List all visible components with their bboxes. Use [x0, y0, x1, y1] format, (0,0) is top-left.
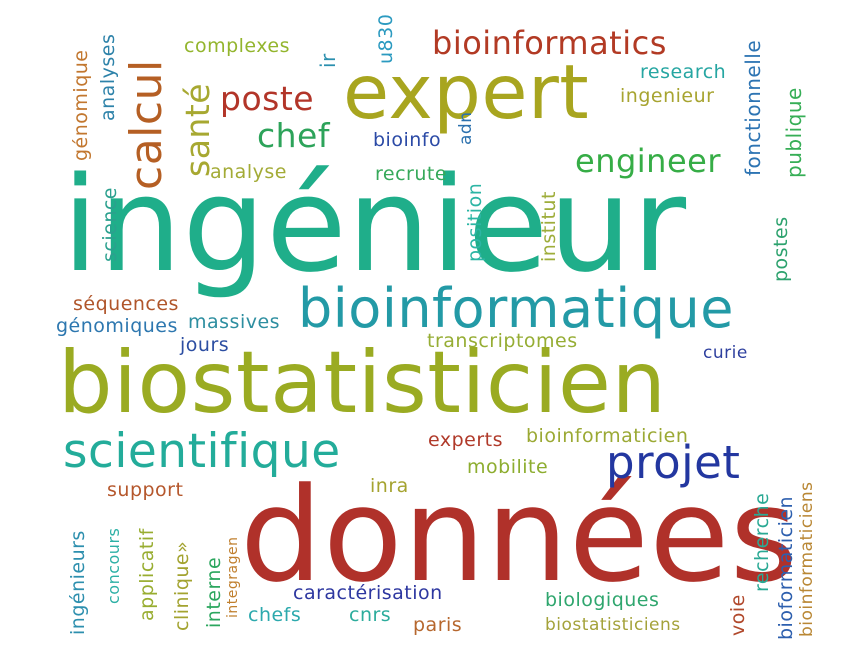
word-applicatif: applicatif: [136, 528, 158, 621]
word-support: support: [107, 479, 184, 501]
word-science: science: [99, 187, 121, 262]
word-massives: massives: [188, 311, 281, 333]
word-genomiques: génomiques: [56, 315, 178, 337]
word-expert: expert: [343, 48, 590, 136]
word-complexes: complexes: [184, 35, 291, 57]
word-mobilite: mobilite: [467, 456, 549, 478]
word-adn: adn: [456, 111, 476, 145]
word-publique: publique: [782, 87, 806, 178]
word-cnrs: cnrs: [349, 604, 392, 626]
word-position: position: [464, 182, 486, 262]
word-integragen: integragen: [225, 536, 241, 618]
word-bioformaticien: bioformaticien: [775, 495, 797, 640]
word-biostatisticien: biostatisticien: [58, 333, 667, 433]
word-fonctionnelle: fonctionnelle: [741, 39, 765, 176]
word-scientifique: scientifique: [63, 424, 341, 479]
word-bioinformaticiens: bioinformaticiens: [797, 481, 817, 637]
word-analyses: analyses: [97, 33, 119, 121]
word-biologiques: biologiques: [545, 589, 660, 611]
word-bioinformatique: bioinformatique: [298, 277, 734, 340]
word-clinique: clinique»: [171, 540, 193, 631]
word-u830: u830: [375, 13, 397, 64]
word-voie: voie: [727, 594, 749, 636]
word-sequences: séquences: [73, 293, 179, 315]
word-research: research: [640, 61, 727, 83]
word-chefs: chefs: [248, 604, 302, 626]
word-ir: ir: [316, 53, 340, 68]
word-institut: institut: [538, 191, 560, 262]
word-ingenieurs: ingénieurs: [67, 530, 89, 635]
word-caracterisation: caractérisation: [293, 582, 443, 604]
word-recherche: recherche: [751, 492, 773, 592]
word-calcul: calcul: [121, 59, 172, 190]
word-inra: inra: [370, 475, 409, 497]
word-concours: concours: [104, 527, 123, 604]
word-bioinfo: bioinfo: [373, 129, 442, 151]
word-recrute: recrute: [375, 163, 448, 185]
word-interne: interne: [203, 556, 225, 628]
word-bioinformaticien: bioinformaticien: [526, 425, 689, 447]
word-analyse: analyse: [210, 161, 287, 183]
word-postes: postes: [770, 216, 792, 282]
word-jours: jours: [180, 334, 230, 356]
word-paris: paris: [413, 614, 463, 636]
word-chef: chef: [257, 116, 330, 155]
word-transcriptomes: transcriptomes: [427, 330, 578, 352]
word-genomique: génomique: [70, 49, 92, 162]
word-engineer: engineer: [575, 142, 721, 180]
word-biostatisticiens: biostatisticiens: [545, 615, 681, 635]
word-curie: curie: [703, 343, 748, 363]
word-ingenieur-small: ingenieur: [620, 85, 715, 107]
word-projet: projet: [606, 436, 741, 489]
word-experts: experts: [428, 429, 504, 451]
word-poste: poste: [220, 79, 315, 118]
word-ingenieur: ingénieur: [62, 148, 687, 301]
word-bioinformatics: bioinformatics: [432, 24, 667, 62]
word-donnees: données: [240, 459, 799, 611]
